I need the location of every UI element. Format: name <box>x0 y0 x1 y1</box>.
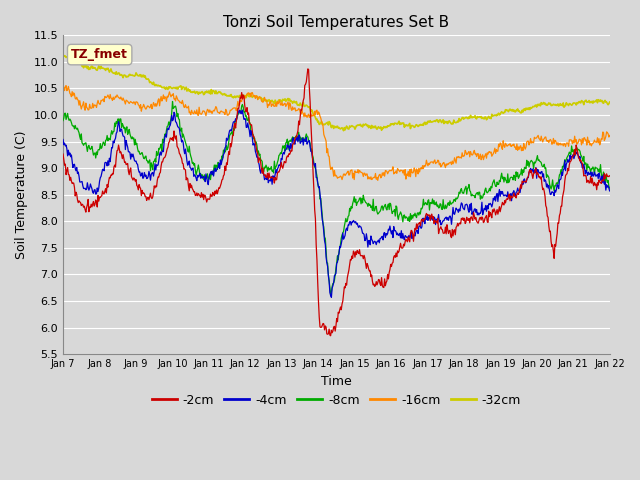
Title: Tonzi Soil Temperatures Set B: Tonzi Soil Temperatures Set B <box>223 15 449 30</box>
Y-axis label: Soil Temperature (C): Soil Temperature (C) <box>15 131 28 259</box>
X-axis label: Time: Time <box>321 374 352 387</box>
Legend: -2cm, -4cm, -8cm, -16cm, -32cm: -2cm, -4cm, -8cm, -16cm, -32cm <box>147 389 526 412</box>
Text: TZ_fmet: TZ_fmet <box>71 48 128 61</box>
